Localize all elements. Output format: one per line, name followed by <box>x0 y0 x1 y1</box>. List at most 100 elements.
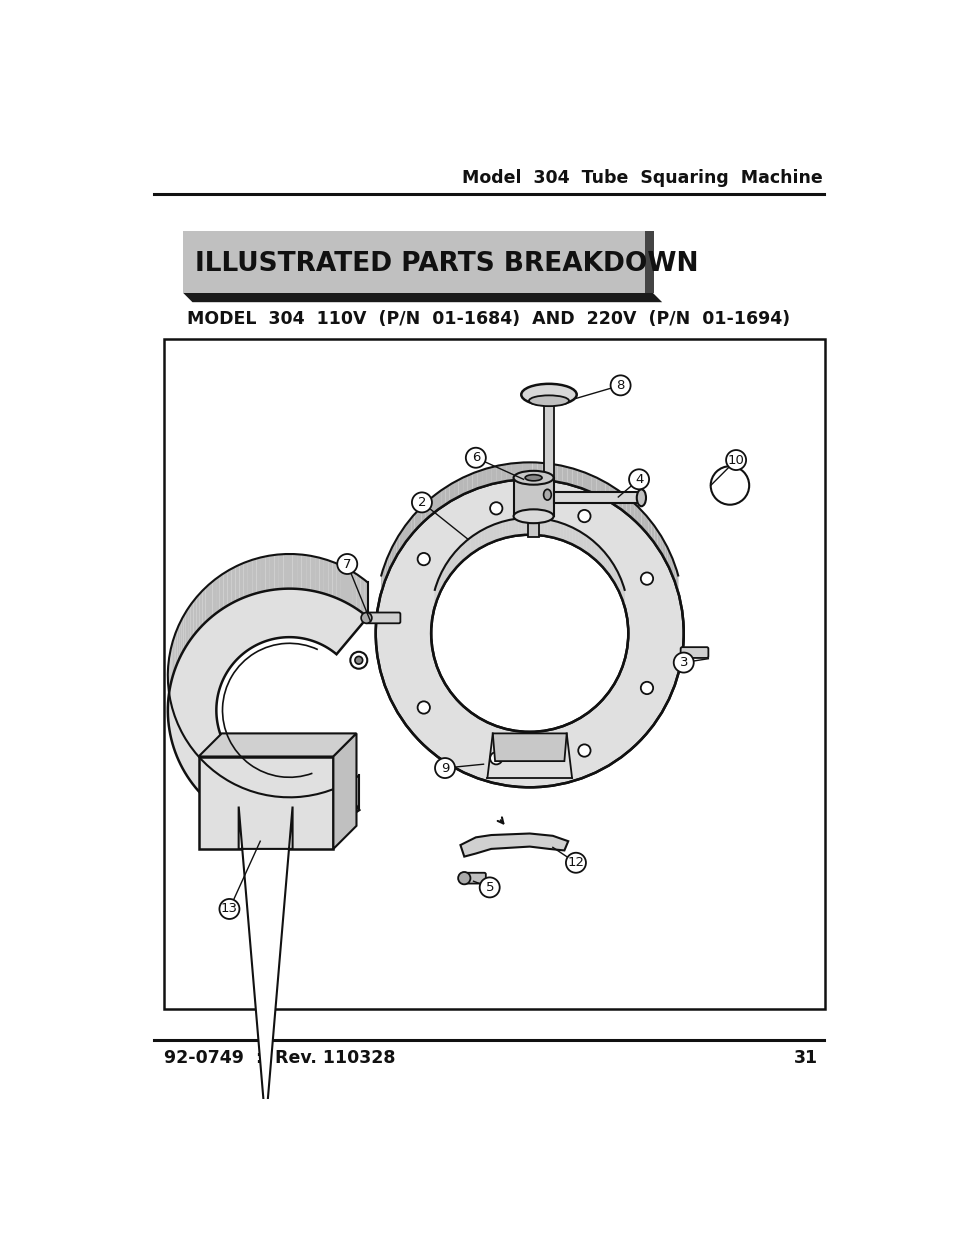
Ellipse shape <box>636 489 645 506</box>
Polygon shape <box>605 553 607 573</box>
Circle shape <box>628 469 648 489</box>
Polygon shape <box>417 506 421 527</box>
Polygon shape <box>439 573 441 593</box>
Text: 4: 4 <box>635 473 642 485</box>
Polygon shape <box>437 578 438 599</box>
Ellipse shape <box>513 509 553 524</box>
Polygon shape <box>566 525 569 543</box>
Polygon shape <box>490 525 493 543</box>
Polygon shape <box>179 620 181 659</box>
Circle shape <box>350 652 367 668</box>
Polygon shape <box>605 482 609 501</box>
Polygon shape <box>449 482 454 501</box>
Polygon shape <box>274 555 278 589</box>
Polygon shape <box>261 557 265 592</box>
FancyBboxPatch shape <box>460 873 485 883</box>
Polygon shape <box>596 543 598 563</box>
Polygon shape <box>319 558 324 594</box>
Polygon shape <box>364 579 367 618</box>
Polygon shape <box>640 510 644 531</box>
Text: MODEL  304  110V  (P/N  01-1684)  AND  220V  (P/N  01-1694): MODEL 304 110V (P/N 01-1684) AND 220V (P… <box>187 310 790 329</box>
Polygon shape <box>206 584 209 622</box>
Polygon shape <box>581 472 586 490</box>
Polygon shape <box>239 563 243 599</box>
Polygon shape <box>515 519 517 536</box>
Polygon shape <box>550 520 554 537</box>
Polygon shape <box>445 485 449 504</box>
Polygon shape <box>512 519 515 536</box>
Polygon shape <box>644 514 648 535</box>
Polygon shape <box>436 582 437 601</box>
Polygon shape <box>626 496 630 516</box>
Polygon shape <box>562 466 567 484</box>
Polygon shape <box>243 562 248 598</box>
Polygon shape <box>580 532 583 551</box>
Circle shape <box>479 877 499 898</box>
Circle shape <box>565 852 585 873</box>
Polygon shape <box>415 510 417 531</box>
Polygon shape <box>394 538 396 561</box>
Polygon shape <box>452 553 454 573</box>
Polygon shape <box>181 616 183 655</box>
Polygon shape <box>552 464 558 482</box>
Polygon shape <box>429 496 433 516</box>
FancyBboxPatch shape <box>544 405 553 479</box>
Circle shape <box>417 701 430 714</box>
Polygon shape <box>444 564 446 584</box>
Polygon shape <box>651 522 654 543</box>
Circle shape <box>431 535 628 732</box>
Polygon shape <box>476 532 478 551</box>
Polygon shape <box>456 548 457 568</box>
Polygon shape <box>473 534 476 553</box>
Polygon shape <box>408 517 411 538</box>
Circle shape <box>710 466 748 505</box>
Polygon shape <box>454 551 456 571</box>
Circle shape <box>725 450 745 471</box>
Polygon shape <box>177 624 179 663</box>
Polygon shape <box>191 601 193 640</box>
Polygon shape <box>256 557 261 593</box>
Polygon shape <box>583 534 586 553</box>
Polygon shape <box>340 566 345 601</box>
Polygon shape <box>353 572 356 609</box>
Polygon shape <box>467 537 470 557</box>
Circle shape <box>640 682 653 694</box>
Polygon shape <box>458 478 462 496</box>
Polygon shape <box>501 464 506 482</box>
Polygon shape <box>435 584 436 605</box>
Text: ILLUSTRATED PARTS BREAKDOWN: ILLUSTRATED PARTS BREAKDOWN <box>194 251 698 277</box>
Polygon shape <box>557 521 559 540</box>
Polygon shape <box>301 555 306 590</box>
Circle shape <box>435 758 455 778</box>
Polygon shape <box>478 531 481 550</box>
Ellipse shape <box>513 471 553 484</box>
Polygon shape <box>524 517 528 535</box>
Polygon shape <box>425 500 429 520</box>
Polygon shape <box>572 468 577 487</box>
Polygon shape <box>314 557 319 593</box>
Polygon shape <box>209 582 213 619</box>
Text: Model  304  Tube  Squaring  Machine: Model 304 Tube Squaring Machine <box>461 169 821 186</box>
Polygon shape <box>600 548 603 568</box>
Polygon shape <box>498 521 502 540</box>
Polygon shape <box>462 475 467 494</box>
Polygon shape <box>630 500 634 520</box>
Polygon shape <box>183 293 661 303</box>
Polygon shape <box>611 561 613 580</box>
Polygon shape <box>238 806 293 1235</box>
Polygon shape <box>572 527 575 546</box>
Polygon shape <box>497 464 501 483</box>
Polygon shape <box>396 535 399 556</box>
Polygon shape <box>527 462 532 479</box>
Polygon shape <box>493 734 566 761</box>
Polygon shape <box>215 576 219 614</box>
Polygon shape <box>175 629 177 667</box>
Polygon shape <box>235 564 239 601</box>
Text: 92-0749  :  Rev. 110328: 92-0749 : Rev. 110328 <box>164 1050 395 1067</box>
Polygon shape <box>231 567 235 604</box>
Polygon shape <box>202 588 206 625</box>
Text: 3: 3 <box>679 656 687 669</box>
Polygon shape <box>199 590 202 629</box>
Polygon shape <box>442 567 444 587</box>
Polygon shape <box>450 556 452 576</box>
